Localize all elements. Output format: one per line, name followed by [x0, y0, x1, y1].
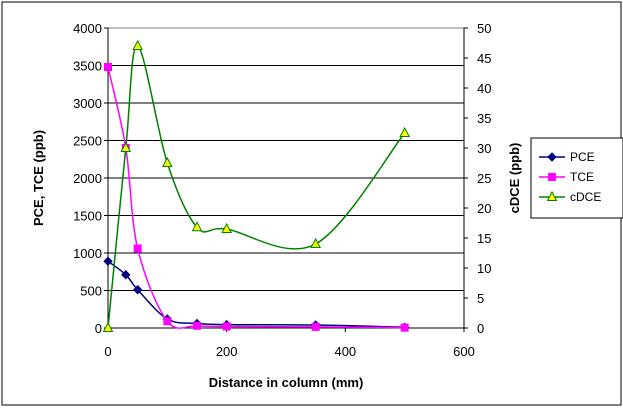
legend-item-pce: PCE: [539, 150, 595, 164]
data-point-tce: [133, 244, 142, 253]
left-axis-tick-label: 0: [95, 321, 102, 336]
x-axis-tick-label: 0: [104, 344, 111, 359]
left-axis-tick-label: 1500: [73, 209, 102, 224]
right-axis-tick-label: 5: [477, 291, 484, 306]
left-axis-tick-label: 1000: [73, 246, 102, 261]
data-point-tce: [222, 322, 231, 331]
legend-label-pce: PCE: [570, 150, 595, 164]
right-axis-tick-label: 45: [477, 51, 491, 66]
legend-marker-pce: [547, 152, 557, 162]
data-point-tce: [163, 317, 172, 326]
right-axis-tick-label: 40: [477, 81, 491, 96]
legend-marker-cdce: [546, 190, 558, 201]
series-layer: [102, 39, 410, 332]
legend-marker-tce: [548, 173, 556, 181]
data-point-pce: [121, 270, 131, 280]
right-axis-tick-label: 25: [477, 171, 491, 186]
right-axis-tick-label: 50: [477, 21, 491, 36]
legend-label-cdce: cDCE: [570, 190, 601, 204]
data-point-cdce: [120, 141, 132, 152]
data-point-cdce: [310, 237, 321, 248]
data-point-tce: [104, 63, 112, 71]
data-point-cdce: [132, 39, 143, 50]
data-point-cdce: [221, 222, 232, 233]
x-axis-tick-label: 600: [453, 344, 475, 359]
data-point-tce: [311, 322, 320, 331]
data-point-tce: [400, 323, 409, 332]
legend-item-tce: TCE: [539, 170, 594, 184]
data-point-cdce: [102, 321, 114, 332]
legend-items: PCE TCE cDCE: [539, 150, 601, 204]
left-axis-tick-label: 4000: [73, 21, 102, 36]
data-point-tce: [193, 321, 201, 330]
right-axis-tick-label: 20: [477, 201, 491, 216]
data-point-pce: [103, 256, 113, 266]
x-axis-tick-label: 200: [216, 344, 238, 359]
right-axis-tick-label: 35: [477, 111, 491, 126]
right-axis-title: cDCE (ppb): [507, 143, 522, 214]
legend-label-tce: TCE: [570, 170, 594, 184]
right-axis-tick-label: 0: [477, 321, 484, 336]
left-axis-title: PCE, TCE (ppb): [31, 130, 46, 226]
data-point-cdce: [399, 126, 410, 137]
legend: PCE TCE cDCE: [530, 137, 623, 219]
grid-layer: [108, 27, 464, 291]
x-axis-tick-label: 400: [334, 344, 356, 359]
right-axis-tick-label: 30: [477, 141, 491, 156]
legend-item-cdce: cDCE: [539, 190, 601, 204]
legend-box: [530, 137, 623, 219]
axis-layer: 0500100015002000250030003500400005101520…: [73, 21, 491, 359]
series-cdce: [102, 39, 410, 332]
left-axis-tick-label: 2000: [73, 171, 102, 186]
left-axis-tick-label: 2500: [73, 134, 102, 149]
left-axis-tick-label: 500: [80, 284, 102, 299]
left-axis-tick-label: 3500: [73, 59, 102, 74]
right-axis-tick-label: 10: [477, 261, 491, 276]
left-axis-tick-label: 3000: [73, 96, 102, 111]
data-point-pce: [132, 285, 143, 295]
x-axis-title: Distance in column (mm): [209, 375, 364, 390]
data-point-cdce: [191, 221, 203, 232]
right-axis-tick-label: 15: [477, 231, 491, 246]
data-point-cdce: [162, 156, 173, 167]
